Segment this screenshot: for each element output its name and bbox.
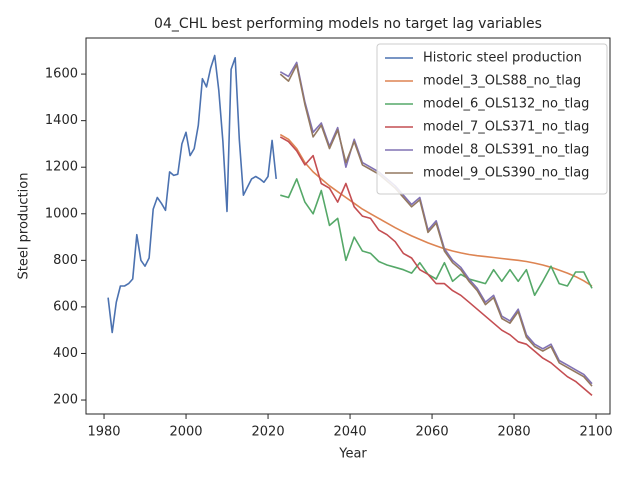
y-tick-label: 800: [53, 253, 78, 268]
legend-label: model_9_OLS390_no_tlag: [423, 166, 589, 181]
series-line: [279, 64, 593, 387]
legend-label: model_7_OLS371_no_tlag: [423, 120, 589, 135]
x-tick-label: 1980: [87, 425, 120, 440]
x-tick-label: 2000: [169, 425, 202, 440]
x-tick-label: 2040: [334, 425, 367, 440]
series-line: [279, 61, 593, 385]
chart-title: 04_CHL best performing models no target …: [154, 16, 542, 32]
series-line: [107, 54, 277, 334]
series-line: [280, 178, 593, 297]
y-axis-label: Steel production: [17, 173, 32, 280]
legend-box: [376, 43, 608, 195]
series-line: [279, 136, 593, 397]
x-tick-label: 2100: [580, 425, 613, 440]
legend-label: model_3_OLS88_no_tlag: [423, 74, 581, 89]
y-tick-label: 1000: [45, 206, 78, 221]
y-tick-label: 1600: [45, 67, 78, 82]
legend-label: model_8_OLS391_no_tlag: [423, 143, 589, 158]
y-tick-label: 1200: [45, 160, 78, 175]
axes-frame: [85, 37, 611, 415]
x-tick-label: 2020: [252, 425, 285, 440]
series-line: [279, 133, 593, 287]
x-tick-label: 2060: [416, 425, 449, 440]
y-tick-label: 1400: [45, 113, 78, 128]
y-tick-label: 200: [53, 393, 78, 408]
legend-label: Historic steel production: [423, 51, 582, 66]
y-tick-label: 400: [53, 346, 78, 361]
x-tick-label: 2080: [498, 425, 531, 440]
legend-label: model_6_OLS132_no_tlag: [423, 97, 589, 112]
y-tick-label: 600: [53, 299, 78, 314]
x-axis-label: Year: [338, 447, 367, 462]
